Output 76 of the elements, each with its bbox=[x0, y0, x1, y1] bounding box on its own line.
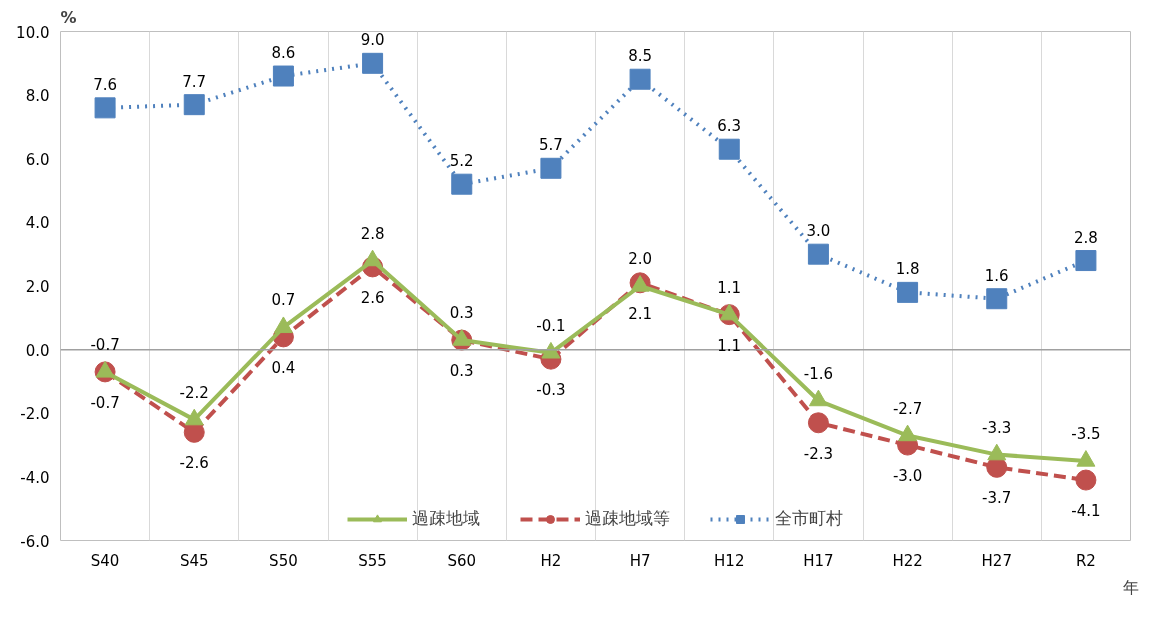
data-label: 1.1 bbox=[717, 336, 742, 355]
x-axis-title: 年 bbox=[1122, 577, 1139, 597]
data-label: 8.6 bbox=[271, 44, 296, 63]
data-label: 0.7 bbox=[271, 291, 296, 310]
data-label: -3.3 bbox=[982, 418, 1012, 437]
data-label: 2.8 bbox=[1073, 228, 1098, 247]
x-tick-label: R2 bbox=[1075, 551, 1096, 570]
x-tick-label: S40 bbox=[90, 551, 120, 570]
y-tick-label: -2.0 bbox=[20, 405, 50, 424]
point bbox=[807, 412, 829, 434]
data-label: 2.8 bbox=[360, 224, 385, 243]
x-tick-label: S55 bbox=[358, 551, 387, 570]
data-label: 1.6 bbox=[984, 266, 1009, 285]
legend-label: 過疎地域等 bbox=[585, 507, 670, 530]
data-label: 5.7 bbox=[538, 136, 563, 155]
data-label: -0.7 bbox=[90, 393, 120, 412]
y-tick-label: 10.0 bbox=[16, 23, 50, 42]
y-tick-label: 4.0 bbox=[25, 214, 50, 233]
point bbox=[362, 52, 384, 74]
y-axis-title: % bbox=[60, 7, 77, 27]
data-label: -2.7 bbox=[892, 399, 923, 418]
data-label: -3.5 bbox=[1071, 424, 1101, 443]
y-tick-label: 2.0 bbox=[25, 278, 50, 296]
x-tick-label: S45 bbox=[179, 551, 209, 570]
data-label: -0.7 bbox=[90, 335, 120, 354]
point bbox=[451, 173, 473, 195]
x-tick-label: H12 bbox=[714, 551, 745, 570]
data-label: -2.6 bbox=[179, 454, 209, 473]
y-tick-label: -6.0 bbox=[20, 532, 50, 551]
x-tick-label: H17 bbox=[803, 551, 834, 570]
data-label: 0.4 bbox=[271, 358, 296, 377]
y-tick-label: 0.0 bbox=[25, 341, 50, 360]
point bbox=[629, 68, 651, 90]
data-label: 2.0 bbox=[628, 250, 653, 268]
data-label: -2.2 bbox=[179, 383, 209, 402]
point bbox=[718, 138, 740, 160]
y-tick-label: 6.0 bbox=[25, 150, 50, 169]
data-label: -1.6 bbox=[803, 364, 834, 383]
point bbox=[1075, 469, 1097, 491]
point bbox=[94, 97, 116, 119]
data-label: -2.3 bbox=[803, 444, 834, 463]
data-label: -0.3 bbox=[536, 381, 566, 400]
data-label: 7.7 bbox=[182, 72, 207, 91]
x-tick-label: H2 bbox=[540, 551, 562, 570]
x-tick-label: H27 bbox=[981, 551, 1012, 570]
legend-label: 過疎地域 bbox=[412, 507, 480, 530]
data-label: 5.2 bbox=[449, 152, 474, 171]
point bbox=[183, 94, 205, 116]
point bbox=[272, 65, 294, 87]
data-label: -4.1 bbox=[1071, 502, 1101, 521]
x-tick-label: S60 bbox=[447, 551, 477, 570]
data-label: 1.8 bbox=[895, 260, 920, 279]
data-label: 9.0 bbox=[360, 31, 385, 50]
y-tick-label: -4.0 bbox=[20, 468, 50, 487]
data-label: 8.5 bbox=[628, 47, 653, 66]
y-tick-label: 8.0 bbox=[25, 87, 50, 106]
point bbox=[1075, 250, 1097, 272]
data-label: -3.7 bbox=[982, 489, 1012, 508]
data-label: 7.6 bbox=[93, 75, 118, 94]
point bbox=[986, 288, 1008, 310]
point bbox=[807, 243, 829, 265]
x-tick-label: H22 bbox=[892, 551, 923, 570]
legend-label: 全市町村 bbox=[775, 507, 843, 530]
data-label: 0.3 bbox=[449, 304, 474, 323]
data-label: 2.1 bbox=[628, 304, 653, 323]
data-label: 0.3 bbox=[449, 362, 474, 381]
data-label: -0.1 bbox=[536, 316, 566, 335]
x-tick-label: H7 bbox=[629, 551, 651, 570]
data-label: -3.0 bbox=[892, 467, 923, 486]
data-label: 3.0 bbox=[806, 222, 831, 241]
data-label: 2.6 bbox=[360, 288, 385, 307]
point bbox=[897, 281, 919, 303]
data-label: 6.3 bbox=[717, 117, 742, 136]
data-label: 1.1 bbox=[717, 278, 742, 297]
x-tick-label: S50 bbox=[269, 551, 298, 570]
point bbox=[540, 157, 562, 179]
